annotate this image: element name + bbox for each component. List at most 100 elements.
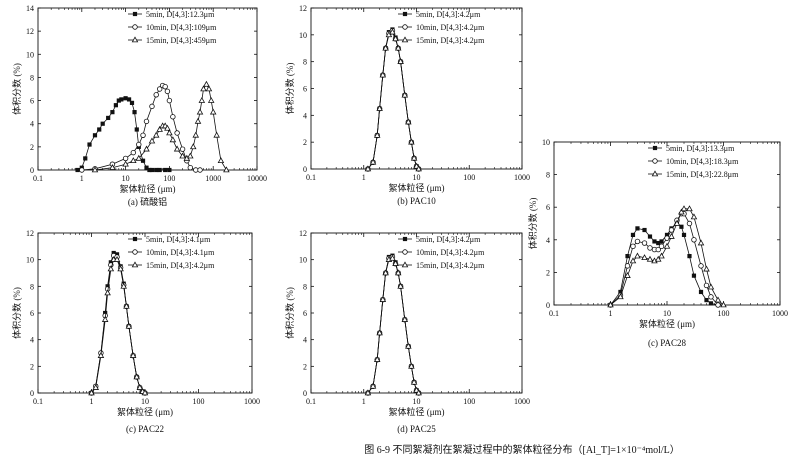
data-point (129, 352, 137, 358)
y-tick-label: 0 (303, 389, 307, 398)
data-point (164, 124, 171, 131)
legend: 5min, D[4,3]:4.1μm 10min, D[4,3]:4.1μm 15m… (128, 235, 215, 270)
data-point (149, 167, 155, 173)
x-axis-label: 絮体粒径 (μm) (119, 183, 175, 194)
data-point (167, 167, 172, 173)
data-point (376, 329, 383, 336)
y-tick-label: 6 (303, 309, 307, 318)
x-tick-label: 1000 (514, 397, 530, 406)
x-tick-label: 1000 (205, 174, 221, 183)
legend-entry: 5min, D[4,3]:4.1μm (146, 235, 211, 244)
legend-marker (131, 261, 139, 268)
y-axis-label: 体积分数 (%) (284, 63, 295, 115)
data-point (405, 118, 412, 125)
data-point (394, 44, 402, 51)
data-point (179, 152, 186, 159)
data-point (92, 133, 98, 138)
data-point (223, 166, 230, 173)
data-point (162, 83, 168, 90)
series-line (367, 31, 420, 170)
panel-label: (d) PAC25 (397, 424, 436, 434)
data-point (708, 301, 714, 306)
data-point (376, 104, 383, 111)
data-point (680, 205, 688, 212)
data-point (141, 389, 149, 396)
series-line (91, 255, 146, 394)
data-point (714, 296, 722, 303)
panel-label: (b) PAC10 (397, 196, 436, 206)
data-point (156, 125, 163, 132)
legend-marker (402, 11, 408, 17)
legend-entry: 10min, D[4,3]:18.3μm (666, 157, 739, 166)
y-axis-label: 体积分数 (%) (527, 198, 538, 250)
data-point (174, 130, 180, 136)
data-point (369, 382, 377, 389)
data-point (668, 227, 675, 233)
plot-frame (310, 7, 523, 170)
data-point (634, 238, 641, 245)
chart-panel-5: 0 2 4 6 8 10 0.1 1 10 100 1000 絮体粒径 (μm) 体积分数 (%) (c)… (527, 138, 788, 348)
data-point (364, 165, 372, 172)
data-point (166, 129, 173, 136)
x-tick-label: 0.1 (33, 397, 43, 406)
x-tick-label: 0.1 (306, 397, 316, 406)
y-tick-label: 10 (542, 138, 550, 147)
data-point (120, 282, 127, 289)
data-point (163, 167, 168, 173)
data-point (698, 263, 704, 269)
x-tick-label: 10 (122, 174, 130, 183)
data-point (79, 167, 85, 173)
data-point (149, 103, 155, 110)
data-point (170, 114, 176, 120)
x-tick-label: 1 (80, 174, 84, 183)
y-tick-label: 12 (26, 229, 34, 238)
y-tick-label: 2 (30, 362, 34, 371)
data-point (143, 145, 150, 152)
legend-marker (402, 249, 408, 255)
chart-panel-3: 0 2 4 6 8 10 12 0.1 1 10 100 1000 絮体粒径 (μm) 体积分数 (%) (… (11, 229, 260, 434)
data-point (401, 91, 409, 98)
data-point (392, 35, 399, 42)
data-point (113, 256, 121, 262)
data-point (104, 289, 111, 296)
x-tick-label: 100 (463, 397, 475, 406)
x-tick-label: 10 (413, 173, 421, 182)
data-point (703, 282, 710, 289)
data-point (157, 167, 162, 173)
plot-frame (37, 232, 253, 394)
data-point (410, 154, 418, 161)
panel-label: (c) PAC22 (126, 424, 164, 434)
data-point (690, 213, 698, 220)
data-point (207, 96, 215, 103)
data-point (405, 342, 412, 349)
data-point (92, 384, 100, 390)
legend-marker (651, 170, 659, 177)
data-point (656, 240, 661, 246)
panel-label: (c) PAC28 (648, 338, 686, 348)
data-point (691, 273, 697, 278)
data-point (663, 242, 671, 249)
data-point (652, 239, 657, 244)
data-point (197, 167, 203, 173)
y-tick-label: 10 (299, 256, 307, 265)
x-tick-label: 100 (463, 173, 475, 182)
data-point (140, 158, 146, 163)
data-point (630, 243, 636, 250)
data-point (703, 265, 710, 272)
data-point (697, 239, 705, 246)
data-point (116, 98, 121, 103)
legend-entry: 10min, D[4,3]:4.2μm (416, 248, 485, 257)
data-point (634, 252, 641, 259)
data-point (217, 157, 225, 164)
series-3 (364, 28, 422, 172)
data-point (686, 205, 693, 212)
data-point (156, 86, 163, 92)
data-point (205, 85, 213, 92)
legend-marker (652, 158, 658, 164)
data-point (673, 219, 681, 226)
data-point (618, 289, 623, 295)
data-point (720, 301, 727, 308)
x-tick-label: 1000 (772, 309, 788, 318)
data-point (213, 131, 220, 138)
data-point (704, 298, 709, 303)
